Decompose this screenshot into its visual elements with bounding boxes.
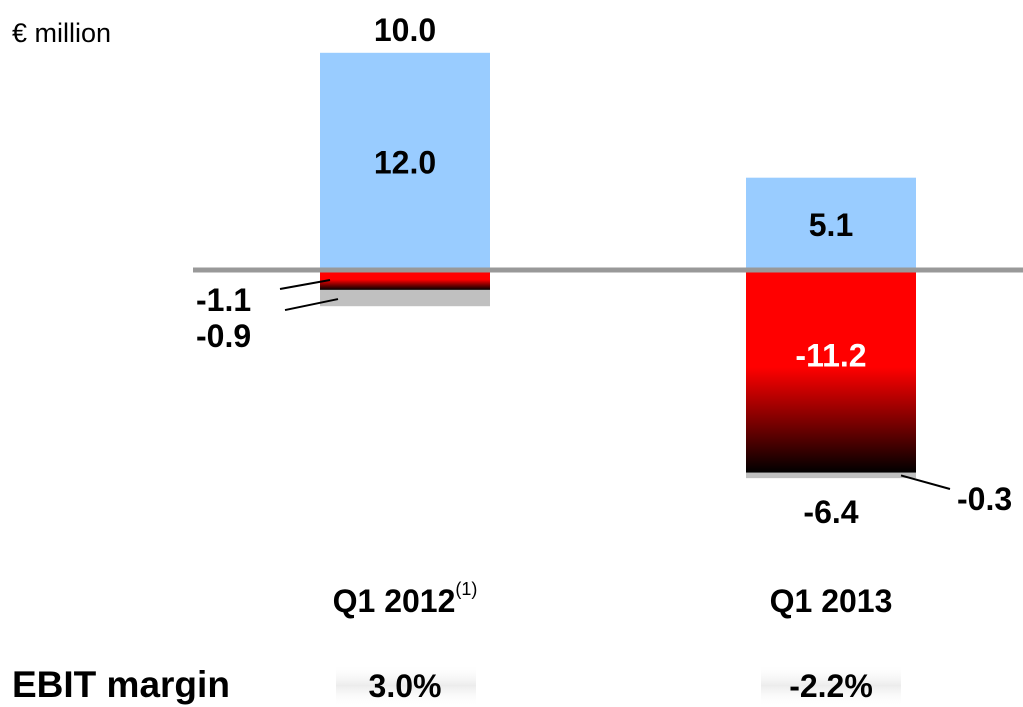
leader-line-q1-2012-minor — [284, 298, 339, 312]
q1-2012-minor-segment — [320, 289, 490, 307]
segment-label-q1-2012-minor: -0.9 — [196, 318, 251, 354]
unit-label: € million — [12, 18, 111, 48]
segment-label-q1-2013-positive: 5.1 — [809, 207, 853, 243]
leader-line-q1-2012-negative — [279, 278, 331, 290]
category-label-q1-2012: Q1 2012(1) — [333, 579, 478, 619]
category-label-q1-2013: Q1 2013 — [770, 583, 893, 619]
ebit-margin-q1-2012: 3.0% — [369, 668, 442, 704]
segment-label-q1-2012-negative: -1.1 — [196, 282, 251, 318]
ebit-margin-badge-q1-2013 — [761, 664, 901, 707]
total-label-q1-2012: 10.0 — [374, 12, 436, 48]
segment-label-q1-2012-positive: 12.0 — [374, 144, 436, 180]
ebit-margin-badge-q1-2012 — [336, 664, 476, 707]
q1-2012-positive-segment — [320, 52, 490, 270]
q1-2013-minor-segment — [746, 472, 916, 479]
q1-2013-positive-segment — [746, 177, 916, 270]
segment-label-q1-2013-minor: -0.3 — [957, 481, 1012, 517]
segment-label-q1-2013-negative: -11.2 — [795, 337, 866, 373]
q1-2013-negative-segment — [746, 270, 916, 473]
q1-2012-negative-segment — [320, 270, 490, 290]
ebit-margin-label: EBIT margin — [12, 664, 230, 705]
total-label-q1-2013: -6.4 — [803, 494, 858, 530]
leader-line-q1-2013-minor — [900, 474, 951, 490]
ebit-margin-q1-2013: -2.2% — [789, 668, 873, 704]
